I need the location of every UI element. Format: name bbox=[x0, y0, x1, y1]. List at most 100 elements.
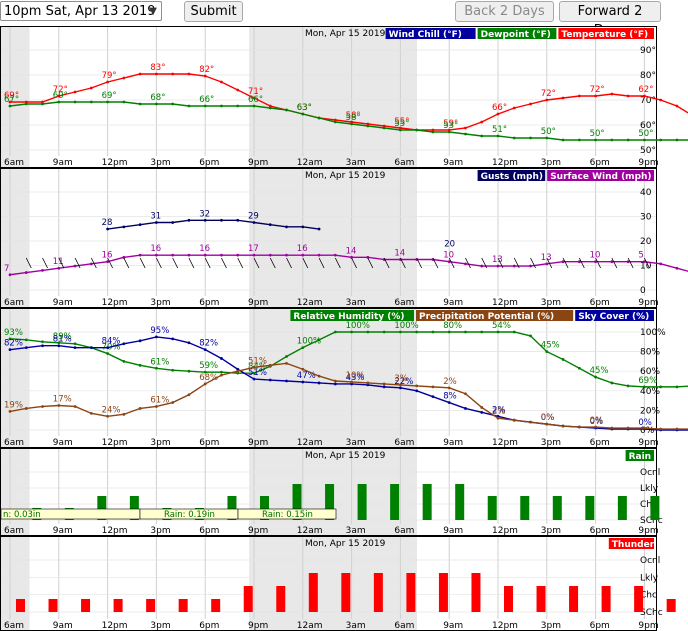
x-tick-label: 12pm bbox=[102, 526, 128, 536]
data-point-temperature bbox=[220, 80, 223, 84]
legend-label: Precipitation Potential (%) bbox=[419, 312, 554, 322]
bar-thunder-panel bbox=[243, 586, 253, 612]
data-label-humidity: 45% bbox=[590, 366, 609, 376]
bar-rain-panel bbox=[650, 496, 660, 520]
wind-barb-icon bbox=[562, 257, 569, 269]
data-point-temperature bbox=[382, 124, 386, 128]
data-point-sky bbox=[220, 357, 223, 360]
data-point-precip bbox=[317, 374, 321, 378]
wind-barb-icon bbox=[334, 257, 341, 269]
data-label-temperature: 72° bbox=[53, 85, 68, 95]
x-tick-label: 3pm bbox=[150, 298, 170, 308]
data-point-dewpoint bbox=[106, 100, 109, 104]
wind-barb-icon bbox=[74, 257, 81, 269]
x-tick-label: 3pm bbox=[150, 621, 170, 631]
x-tick-label: 3pm bbox=[541, 621, 561, 631]
x-tick-label: 6pm bbox=[199, 438, 219, 448]
data-point-humidity bbox=[24, 338, 28, 342]
data-point-precip bbox=[366, 381, 370, 385]
y-tick-label: SChc bbox=[640, 516, 663, 526]
bar-thunder-panel bbox=[471, 573, 481, 612]
data-label-temperature: 63° bbox=[297, 103, 312, 113]
data-point-precip bbox=[594, 425, 597, 429]
data-point-wind bbox=[171, 253, 175, 257]
data-point-precip bbox=[610, 426, 614, 430]
data-point-precip bbox=[350, 380, 353, 384]
wind-barb-icon bbox=[25, 257, 32, 269]
data-point-wind bbox=[8, 273, 12, 277]
data-point-temperature bbox=[122, 76, 126, 80]
data-point-sky bbox=[252, 377, 256, 381]
data-point-temperature bbox=[610, 92, 614, 96]
data-point-sky bbox=[301, 380, 305, 384]
data-label-dewpoint: 55° bbox=[394, 119, 409, 129]
bar-thunder-panel bbox=[406, 573, 416, 612]
data-point-wind bbox=[122, 255, 126, 259]
data-point-humidity bbox=[529, 334, 532, 338]
x-tick-label: 9am bbox=[443, 298, 463, 308]
x-tick-label: 12pm bbox=[492, 438, 518, 448]
humidity-panel bbox=[0, 308, 657, 448]
data-point-humidity bbox=[610, 381, 614, 385]
data-point-temperature bbox=[464, 126, 467, 130]
data-point-humidity bbox=[577, 366, 581, 370]
data-point-dewpoint bbox=[220, 104, 223, 108]
data-label-wind: 7 bbox=[4, 264, 9, 274]
data-point-humidity bbox=[220, 370, 223, 374]
data-point-dewpoint bbox=[333, 120, 337, 124]
legend-label: Surface Wind (mph) bbox=[550, 172, 651, 182]
temperature-panel bbox=[0, 26, 657, 168]
bar-thunder-panel bbox=[666, 599, 676, 612]
legend-label: Dewpoint (°F) bbox=[481, 30, 551, 40]
wind-barb-icon bbox=[302, 257, 309, 269]
x-tick-label: 9pm bbox=[638, 526, 658, 536]
x-tick-label: 12am bbox=[297, 298, 323, 308]
data-point-humidity bbox=[480, 330, 484, 334]
data-point-precip bbox=[106, 414, 109, 418]
submit-button[interactable]: Submit bbox=[184, 1, 243, 22]
y-tick-label: 40% bbox=[640, 387, 660, 397]
data-point-humidity bbox=[594, 375, 597, 379]
y-tick-label: Lkly bbox=[640, 573, 659, 583]
y-tick-label: SChc bbox=[640, 608, 663, 618]
data-point-wind bbox=[350, 255, 353, 259]
data-label-sky: 0% bbox=[541, 413, 555, 423]
data-label-temperature: 79° bbox=[102, 71, 117, 81]
x-tick-label: 9am bbox=[443, 526, 463, 536]
data-point-temperature bbox=[106, 80, 109, 84]
data-point-temperature bbox=[512, 106, 516, 110]
bar-thunder-panel bbox=[211, 599, 221, 612]
data-label-gusts: 32 bbox=[199, 209, 210, 219]
data-point-humidity bbox=[285, 355, 288, 358]
data-point-temperature bbox=[89, 86, 93, 90]
data-point-precip bbox=[89, 411, 93, 415]
data-point-humidity bbox=[659, 385, 663, 389]
data-point-temperature bbox=[675, 104, 679, 108]
night-shade bbox=[255, 309, 417, 447]
x-tick-label: 9am bbox=[53, 438, 73, 448]
x-tick-label: 6am bbox=[4, 621, 24, 631]
data-point-gusts bbox=[301, 225, 305, 229]
back-2-days-button[interactable]: Back 2 Days bbox=[455, 1, 554, 22]
x-tick-label: 3am bbox=[346, 158, 366, 168]
data-point-wind bbox=[252, 253, 256, 257]
x-tick-label: 3pm bbox=[541, 298, 561, 308]
time-select[interactable]: 10pm Sat, Apr 13 2019 ▼ bbox=[0, 1, 162, 21]
bar-thunder-panel bbox=[113, 599, 123, 612]
night-shade bbox=[255, 449, 417, 535]
data-point-temperature bbox=[268, 104, 272, 108]
data-point-gusts bbox=[122, 225, 126, 229]
data-point-dewpoint bbox=[57, 100, 61, 104]
date-label: Mon, Apr 15 2019 bbox=[305, 29, 386, 39]
data-point-precip bbox=[480, 406, 484, 409]
data-point-dewpoint bbox=[285, 108, 288, 112]
bar-thunder-panel bbox=[601, 586, 611, 612]
data-point-dewpoint bbox=[317, 116, 321, 120]
forward-2-days-button[interactable]: Forward 2 Days bbox=[559, 1, 661, 38]
x-tick-label: 12pm bbox=[492, 298, 518, 308]
data-point-gusts bbox=[106, 227, 109, 231]
data-point-humidity bbox=[626, 384, 630, 388]
data-point-precip bbox=[447, 386, 451, 390]
data-point-precip bbox=[675, 427, 679, 431]
data-point-wind bbox=[447, 260, 451, 264]
